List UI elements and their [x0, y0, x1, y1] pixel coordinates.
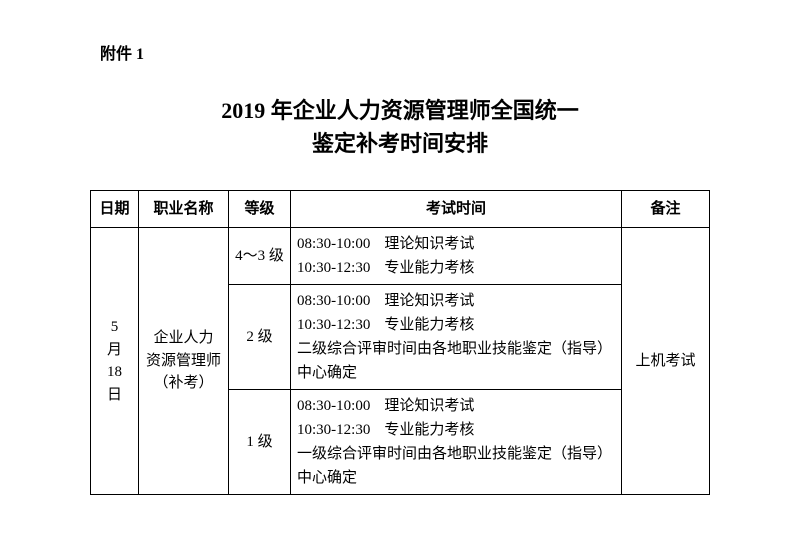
- title-line-2: 鉴定补考时间安排: [90, 127, 710, 160]
- date-part: 18: [107, 361, 122, 384]
- header-date: 日期: [91, 191, 139, 228]
- time-range: 08:30-10:00: [297, 398, 370, 414]
- date-part: 5: [111, 316, 119, 339]
- time-range: 10:30-12:30: [297, 422, 370, 438]
- header-note: 备注: [622, 191, 710, 228]
- cell-level-1: 1 级: [229, 390, 291, 495]
- header-occupation: 职业名称: [139, 191, 229, 228]
- review-note-1: 一级综合评审时间由各地职业技能鉴定（指导）中心确定: [297, 442, 615, 490]
- time-range: 08:30-10:00: [297, 293, 370, 309]
- cell-exam-time-1: 08:30-10:00 理论知识考试 10:30-12:30 专业能力考核 一级综合…: [291, 390, 622, 495]
- time-range: 08:30-10:00: [297, 236, 370, 252]
- time-label: 专业能力考核: [384, 260, 474, 276]
- title-line-1: 2019 年企业人力资源管理师全国统一: [90, 94, 710, 127]
- cell-level-43: 4～3 级: [229, 228, 291, 285]
- cell-date: 5 月 18 日: [91, 228, 139, 495]
- occupation-line: 企业人力: [153, 327, 213, 350]
- review-note-2: 二级综合评审时间由各地职业技能鉴定（指导）中心确定: [297, 337, 615, 385]
- schedule-table: 日期 职业名称 等级 考试时间 备注 5 月 18 日: [90, 190, 710, 495]
- cell-occupation: 企业人力 资源管理师 （补考）: [139, 228, 229, 495]
- header-exam-time: 考试时间: [291, 191, 622, 228]
- table-header-row: 日期 职业名称 等级 考试时间 备注: [91, 191, 710, 228]
- date-part: 月: [107, 339, 122, 362]
- time-label: 专业能力考核: [384, 422, 474, 438]
- occupation-line: 资源管理师: [146, 350, 221, 373]
- header-level: 等级: [229, 191, 291, 228]
- time-label: 理论知识考试: [384, 236, 474, 252]
- cell-exam-time-43: 08:30-10:00 理论知识考试 10:30-12:30 专业能力考核: [291, 228, 622, 285]
- time-label: 专业能力考核: [384, 317, 474, 333]
- time-range: 10:30-12:30: [297, 260, 370, 276]
- table-row: 5 月 18 日 企业人力 资源管理师 （补考） 4～3 级 08:30-10:…: [91, 228, 710, 285]
- document-page: 附件 1 2019 年企业人力资源管理师全国统一 鉴定补考时间安排 日期 职业名…: [0, 0, 800, 525]
- time-range: 10:30-12:30: [297, 317, 370, 333]
- time-label: 理论知识考试: [384, 293, 474, 309]
- cell-level-2: 2 级: [229, 285, 291, 390]
- date-part: 日: [107, 384, 122, 407]
- time-label: 理论知识考试: [384, 398, 474, 414]
- occupation-line: （补考）: [153, 372, 213, 395]
- attachment-label: 附件 1: [100, 40, 710, 64]
- document-title: 2019 年企业人力资源管理师全国统一 鉴定补考时间安排: [90, 94, 710, 160]
- cell-exam-time-2: 08:30-10:00 理论知识考试 10:30-12:30 专业能力考核 二级综合…: [291, 285, 622, 390]
- cell-note: 上机考试: [622, 228, 710, 495]
